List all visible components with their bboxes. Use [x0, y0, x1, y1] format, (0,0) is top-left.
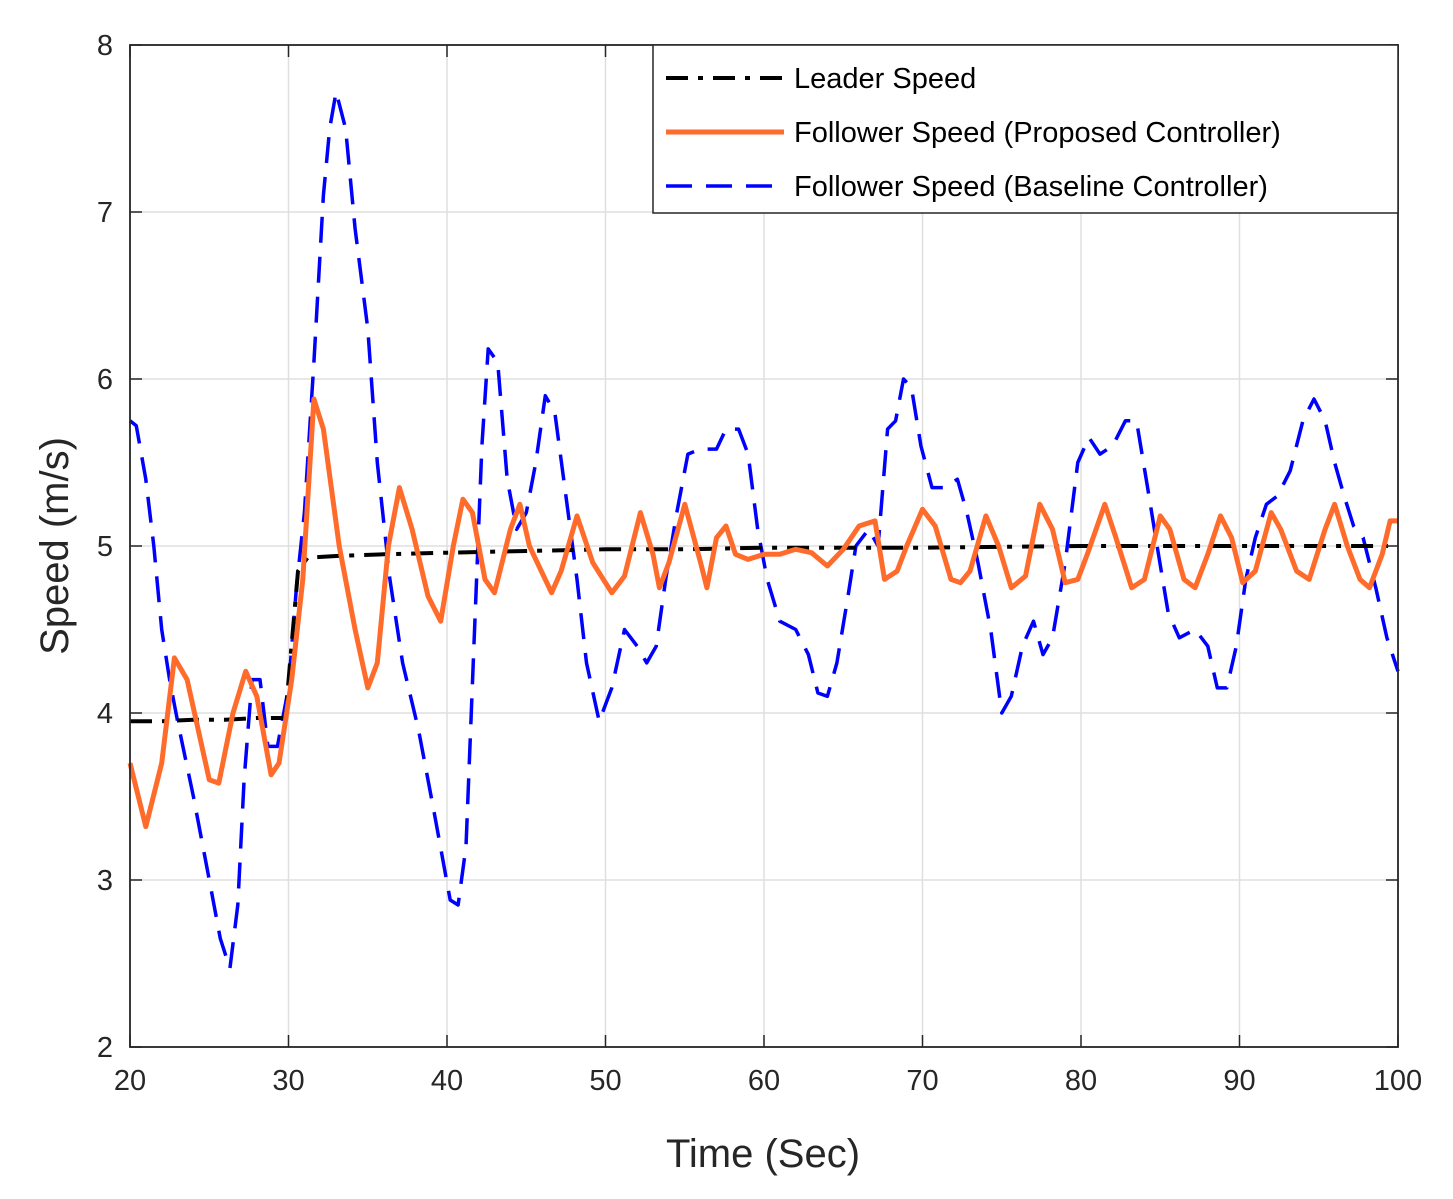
- y-axis-label: Speed (m/s): [33, 437, 77, 655]
- x-tick-label: 100: [1374, 1065, 1422, 1097]
- legend-box: [652, 44, 1399, 214]
- x-axis-label: Time (Sec): [666, 1132, 860, 1176]
- legend-label: Leader Speed: [794, 63, 976, 95]
- y-tick-label: 8: [97, 30, 113, 62]
- x-tick-labels: 20 30 40 50 60 70 80 90 100: [114, 1065, 1422, 1097]
- y-tick-label: 4: [97, 698, 113, 730]
- x-tick-label: 20: [114, 1065, 146, 1097]
- legend-label: Follower Speed (Baseline Controller): [794, 171, 1268, 203]
- x-tick-label: 40: [431, 1065, 463, 1097]
- x-tick-label: 50: [589, 1065, 621, 1097]
- x-tick-label: 90: [1223, 1065, 1255, 1097]
- series-line-follower-speed-baseline-controller: [128, 90, 1400, 971]
- y-tick-label: 6: [97, 364, 113, 396]
- y-tick-label: 3: [97, 865, 113, 897]
- plot-series: [127, 90, 1400, 971]
- x-tick-label: 80: [1065, 1065, 1097, 1097]
- x-tick-label: 70: [906, 1065, 938, 1097]
- series-line-leader-speed: [130, 544, 1398, 724]
- y-tick-label: 2: [97, 1032, 113, 1064]
- y-tick-label: 5: [97, 531, 113, 563]
- legend: Leader Speed Follower Speed (Proposed Con…: [652, 44, 1399, 214]
- series-line-follower-speed-proposed-controller: [127, 396, 1398, 830]
- y-tick-label: 7: [97, 197, 113, 229]
- legend-label: Follower Speed (Proposed Controller): [794, 117, 1281, 149]
- x-tick-label: 60: [748, 1065, 780, 1097]
- y-tick-labels: 2 3 4 5 6 7 8: [97, 30, 113, 1064]
- x-tick-label: 30: [272, 1065, 304, 1097]
